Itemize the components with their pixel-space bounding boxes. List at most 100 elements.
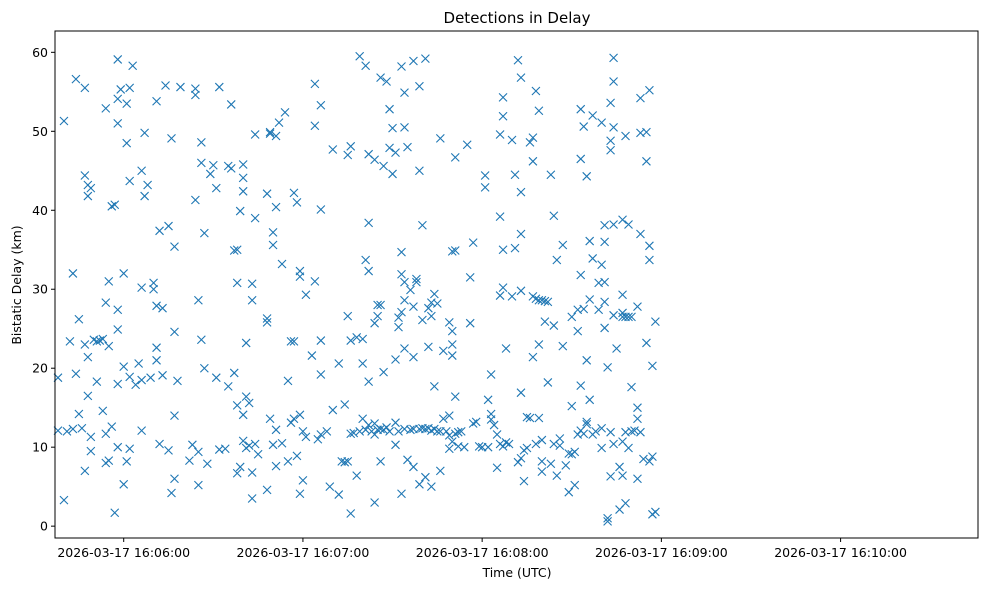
data-point	[68, 424, 78, 434]
data-point	[450, 429, 460, 439]
data-point	[468, 238, 478, 248]
data-point	[576, 154, 586, 164]
data-point	[555, 441, 565, 450]
data-point	[591, 426, 601, 436]
data-point	[444, 318, 454, 327]
data-point	[441, 426, 451, 436]
data-point	[558, 341, 568, 351]
data-point	[229, 246, 239, 255]
data-point	[447, 437, 457, 447]
data-point	[397, 247, 406, 257]
data-point	[119, 362, 129, 372]
data-point	[397, 489, 406, 499]
data-point	[376, 300, 385, 310]
data-point	[244, 398, 254, 408]
data-point	[310, 79, 320, 89]
data-point	[74, 409, 84, 419]
data-point	[116, 85, 126, 94]
data-point	[155, 439, 164, 449]
data-point	[394, 313, 403, 323]
data-point	[196, 335, 206, 345]
data-point	[92, 377, 102, 387]
data-point	[211, 183, 221, 193]
data-point	[226, 100, 236, 109]
data-point	[283, 376, 293, 386]
data-point	[346, 141, 356, 151]
data-point	[295, 272, 305, 281]
data-point	[495, 212, 505, 221]
data-point	[555, 434, 565, 443]
data-point	[531, 294, 541, 304]
data-point	[113, 442, 123, 452]
data-point	[618, 471, 627, 481]
data-point	[364, 377, 374, 387]
x-tick-label: 2026-03-17 16:07:00	[237, 545, 370, 560]
data-point	[262, 318, 272, 327]
data-point	[343, 311, 353, 321]
data-point	[385, 143, 394, 153]
data-point	[423, 303, 433, 313]
data-point	[196, 137, 206, 147]
data-point	[609, 122, 618, 132]
data-point	[406, 285, 415, 295]
data-point	[229, 368, 239, 378]
data-point	[170, 327, 179, 337]
data-point	[453, 427, 463, 437]
data-point	[343, 150, 353, 160]
data-point	[86, 183, 96, 193]
data-point	[576, 381, 586, 390]
data-point	[250, 439, 260, 449]
data-point	[403, 142, 412, 152]
chart-title: Detections in Delay	[444, 9, 591, 27]
data-point	[391, 440, 400, 450]
data-point	[211, 373, 221, 383]
data-point	[489, 420, 499, 430]
data-point	[143, 180, 152, 190]
data-point	[322, 426, 332, 436]
data-point	[376, 424, 385, 434]
data-point	[403, 455, 412, 465]
data-point	[274, 118, 284, 127]
data-point	[480, 171, 490, 180]
data-point	[268, 440, 278, 450]
data-point	[382, 423, 391, 432]
y-tick-label: 30	[32, 282, 48, 297]
data-point	[134, 359, 144, 368]
data-point	[295, 410, 305, 420]
data-point	[113, 55, 123, 64]
data-point	[513, 55, 523, 65]
data-point	[113, 305, 123, 315]
data-point	[573, 326, 583, 336]
data-point	[651, 507, 660, 517]
data-point	[101, 298, 111, 308]
data-point	[486, 370, 496, 379]
data-point	[155, 226, 164, 236]
data-point	[642, 338, 651, 348]
data-point	[483, 395, 493, 405]
data-point	[310, 276, 320, 286]
data-point	[152, 96, 161, 106]
data-point	[582, 355, 592, 365]
data-point	[546, 170, 556, 180]
data-point	[498, 245, 508, 255]
data-point	[645, 457, 654, 466]
data-point	[627, 426, 636, 436]
data-point	[435, 134, 445, 143]
data-point	[516, 388, 526, 398]
data-point	[412, 274, 421, 284]
data-point	[232, 400, 242, 410]
data-point	[495, 291, 505, 300]
data-point	[400, 277, 409, 287]
data-point	[223, 381, 233, 391]
data-point	[98, 406, 108, 416]
data-point	[543, 378, 553, 387]
data-point	[570, 447, 580, 457]
data-point	[546, 459, 556, 469]
data-point	[373, 311, 382, 321]
data-point	[642, 156, 651, 166]
data-point	[633, 403, 642, 413]
data-point	[316, 430, 326, 439]
data-point	[397, 307, 406, 317]
data-point	[447, 351, 457, 360]
